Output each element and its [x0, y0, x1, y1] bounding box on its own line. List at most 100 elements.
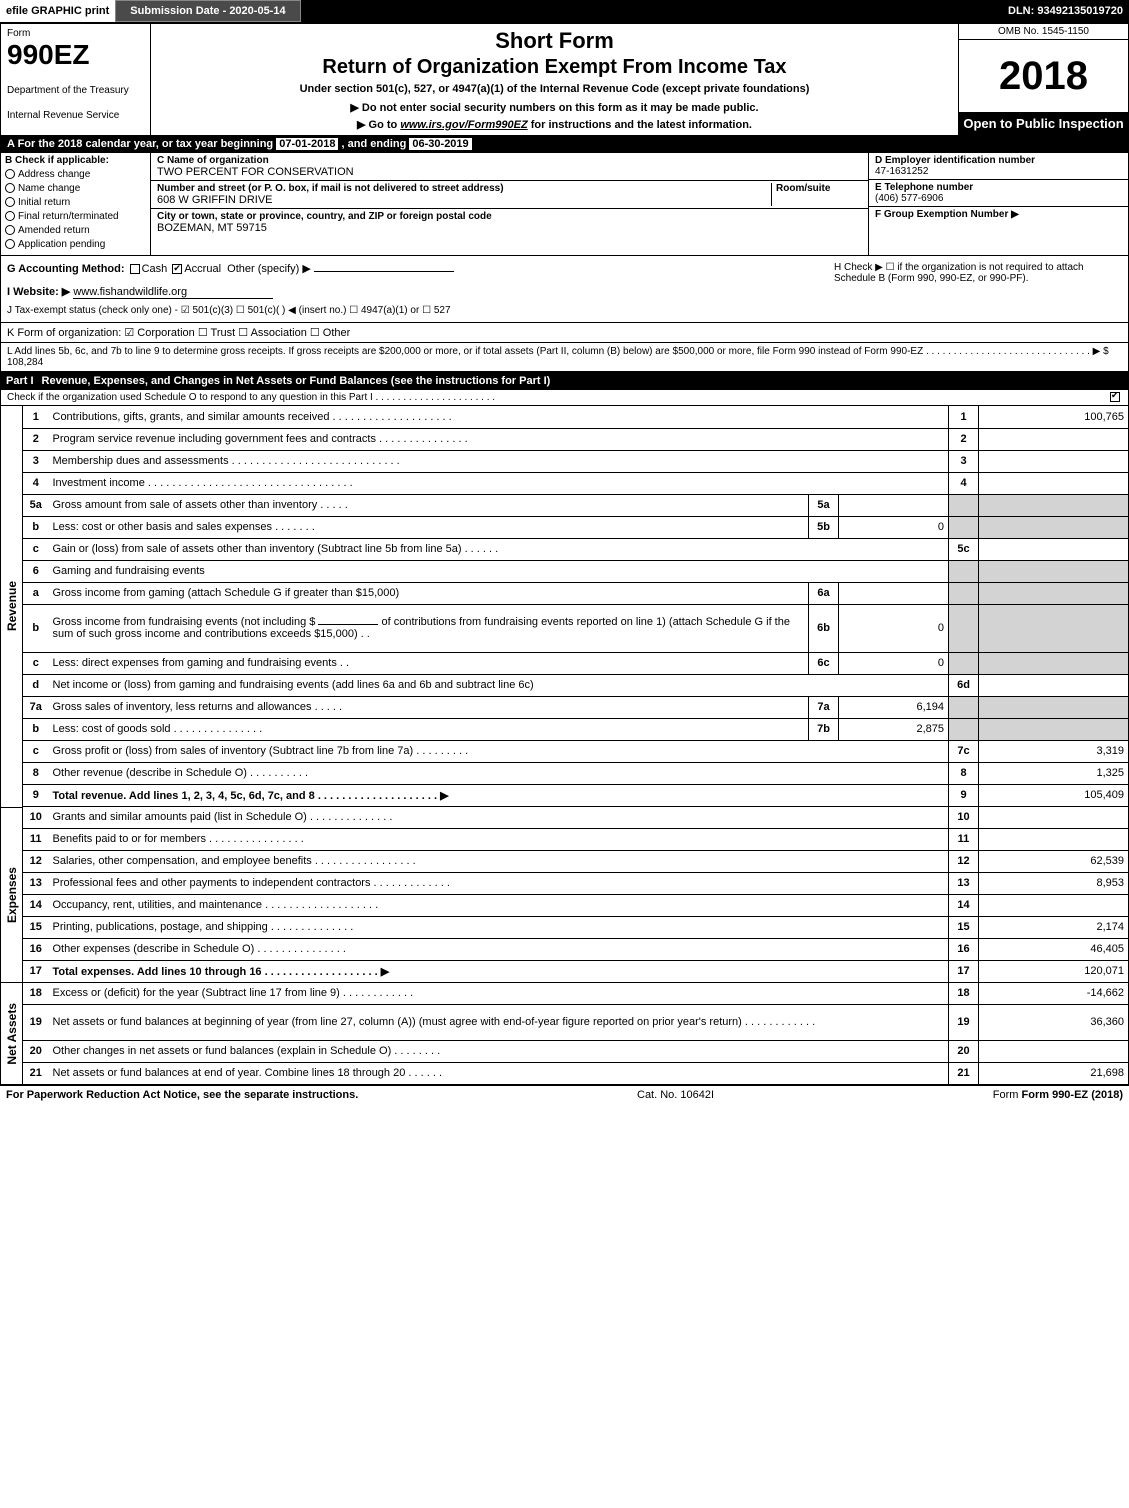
org-name-value: TWO PERCENT FOR CONSERVATION — [157, 166, 862, 178]
street-label: Number and street (or P. O. box, if mail… — [157, 183, 767, 194]
part-1-sub: Check if the organization used Schedule … — [0, 390, 1129, 406]
phone-value: (406) 577-6906 — [875, 193, 1122, 204]
ln-3-rnum: 3 — [949, 450, 979, 472]
ln-5a-desc: Gross amount from sale of assets other t… — [49, 494, 809, 516]
ln-21-num: 21 — [23, 1062, 49, 1084]
ln-6b-mv: 0 — [839, 604, 949, 652]
ln-5a-num: 5a — [23, 494, 49, 516]
efile-print-button[interactable]: efile GRAPHIC print — [0, 0, 115, 22]
ln-11-num: 11 — [23, 828, 49, 850]
ln-4-num: 4 — [23, 472, 49, 494]
ln-16-rval: 46,405 — [979, 938, 1129, 960]
ln-6-rval — [979, 560, 1129, 582]
ln-6d-num: d — [23, 674, 49, 696]
ln-20-desc: Other changes in net assets or fund bala… — [49, 1040, 949, 1062]
ln-5b-desc: Less: cost or other basis and sales expe… — [49, 516, 809, 538]
ln-20-num: 20 — [23, 1040, 49, 1062]
ln-5a-mv — [839, 494, 949, 516]
chk-cash[interactable] — [130, 264, 140, 274]
ln-18-rnum: 18 — [949, 982, 979, 1004]
irs-link[interactable]: www.irs.gov/Form990EZ — [400, 119, 527, 131]
tax-year: 2018 — [959, 40, 1128, 112]
chk-final-return[interactable] — [5, 211, 15, 221]
ln-9-rval: 105,409 — [979, 784, 1129, 806]
chk-schedule-o[interactable] — [1110, 392, 1120, 402]
dln-label: DLN: 93492135019720 — [1002, 0, 1129, 22]
ln-2-rnum: 2 — [949, 428, 979, 450]
row-l-gross-receipts: L Add lines 5b, 6c, and 7b to line 9 to … — [0, 343, 1129, 372]
ln-9-rnum: 9 — [949, 784, 979, 806]
ln-16-rnum: 16 — [949, 938, 979, 960]
phone-label: E Telephone number — [875, 182, 1122, 193]
title-short-form: Short Form — [161, 28, 948, 54]
ln-5b-rnum — [949, 516, 979, 538]
ln-6-desc: Gaming and fundraising events — [49, 560, 949, 582]
ln-6-rnum — [949, 560, 979, 582]
ln-6c-desc: Less: direct expenses from gaming and fu… — [49, 652, 809, 674]
ln-6a-mn: 6a — [809, 582, 839, 604]
website-value: www.fishandwildlife.org — [73, 286, 273, 299]
ln-20-rnum: 20 — [949, 1040, 979, 1062]
submission-date-button[interactable]: Submission Date - 2020-05-14 — [115, 0, 300, 22]
lbl-cash: Cash — [142, 263, 168, 275]
ssn-warning: ▶ Do not enter social security numbers o… — [161, 101, 948, 114]
ln-7c-rnum: 7c — [949, 740, 979, 762]
dept-treasury: Department of the Treasury — [7, 85, 144, 96]
ln-11-desc: Benefits paid to or for members . . . . … — [49, 828, 949, 850]
other-method-input[interactable] — [314, 271, 454, 272]
part-1-sub-text: Check if the organization used Schedule … — [7, 392, 495, 403]
ln-11-rval — [979, 828, 1129, 850]
row-a-tax-year: A For the 2018 calendar year, or tax yea… — [0, 136, 1129, 153]
chk-accrual[interactable] — [172, 264, 182, 274]
ln-2-desc: Program service revenue including govern… — [49, 428, 949, 450]
ln-6b-input[interactable] — [318, 624, 378, 625]
ln-6b-rval — [979, 604, 1129, 652]
part-1-title: Revenue, Expenses, and Changes in Net As… — [42, 375, 551, 387]
open-public-inspection: Open to Public Inspection — [959, 112, 1128, 135]
ln-10-rval — [979, 806, 1129, 828]
section-revenue-label: Revenue — [3, 577, 21, 635]
ln-21-rnum: 21 — [949, 1062, 979, 1084]
ln-4-desc: Investment income . . . . . . . . . . . … — [49, 472, 949, 494]
chk-address-change[interactable] — [5, 169, 15, 179]
chk-amended-return[interactable] — [5, 225, 15, 235]
ln-15-desc: Printing, publications, postage, and shi… — [49, 916, 949, 938]
ln-7a-rval — [979, 696, 1129, 718]
ln-18-desc: Excess or (deficit) for the year (Subtra… — [49, 982, 949, 1004]
chk-initial-return[interactable] — [5, 197, 15, 207]
ln-5b-num: b — [23, 516, 49, 538]
lbl-other-method: Other (specify) ▶ — [227, 263, 311, 275]
ln-1-desc: Contributions, gifts, grants, and simila… — [49, 406, 949, 428]
ln-6d-rval — [979, 674, 1129, 696]
ln-6-num: 6 — [23, 560, 49, 582]
lbl-amended-return: Amended return — [18, 225, 90, 236]
ln-10-desc: Grants and similar amounts paid (list in… — [49, 806, 949, 828]
ln-12-rnum: 12 — [949, 850, 979, 872]
ln-6a-rval — [979, 582, 1129, 604]
col-b-checks: B Check if applicable: Address change Na… — [1, 153, 151, 255]
ln-5c-num: c — [23, 538, 49, 560]
ln-9-num: 9 — [23, 784, 49, 806]
ln-5a-rnum — [949, 494, 979, 516]
ln-14-rval — [979, 894, 1129, 916]
ln-6a-mv — [839, 582, 949, 604]
ln-18-rval: -14,662 — [979, 982, 1129, 1004]
part-1-header: Part I Revenue, Expenses, and Changes in… — [0, 372, 1129, 390]
row-k-org-form: K Form of organization: ☑ Corporation ☐ … — [0, 323, 1129, 343]
ln-17-rnum: 17 — [949, 960, 979, 982]
ln-7b-rval — [979, 718, 1129, 740]
ln-5b-rval — [979, 516, 1129, 538]
ln-13-desc: Professional fees and other payments to … — [49, 872, 949, 894]
chk-name-change[interactable] — [5, 183, 15, 193]
row-gh: G Accounting Method: Cash Accrual Other … — [0, 256, 1129, 323]
ln-7c-desc: Gross profit or (loss) from sales of inv… — [49, 740, 949, 762]
ln-6d-rnum: 6d — [949, 674, 979, 696]
ln-6b-desc: Gross income from fundraising events (no… — [49, 604, 809, 652]
ln-19-rnum: 19 — [949, 1004, 979, 1040]
irs-label: Internal Revenue Service — [7, 110, 144, 121]
group-exemption-label: F Group Exemption Number ▶ — [875, 209, 1122, 220]
chk-application-pending[interactable] — [5, 239, 15, 249]
col-c-org: C Name of organization TWO PERCENT FOR C… — [151, 153, 868, 255]
footer-left: For Paperwork Reduction Act Notice, see … — [6, 1089, 358, 1101]
ln-7a-num: 7a — [23, 696, 49, 718]
